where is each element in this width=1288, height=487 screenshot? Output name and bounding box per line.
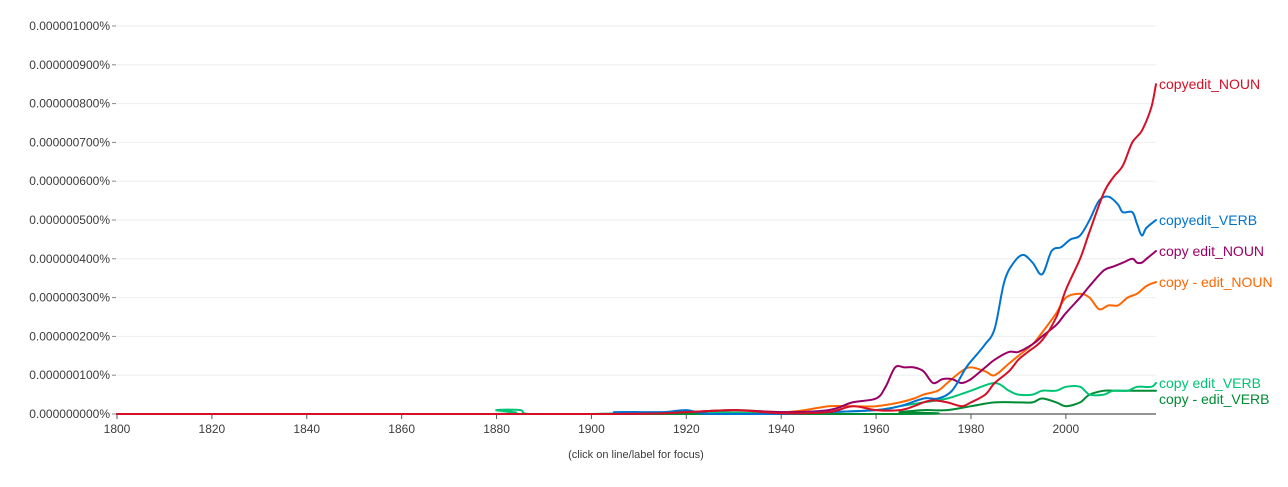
- y-axis: 0.000000000% 0.000000100% 0.000000200% 0.00…: [29, 19, 116, 421]
- y-tick-label: 0.000000100%: [29, 368, 110, 382]
- series-label-copy-edit-verb[interactable]: copy - edit_VERB: [1159, 391, 1270, 407]
- x-tick-label: 1900: [578, 422, 605, 436]
- x-tick-label: 1960: [863, 422, 890, 436]
- x-axis: 1800 1820 1840 1860 1880 1900 1920 1940 1960 1980…: [104, 413, 1156, 436]
- grid-lines: [117, 25, 1156, 376]
- y-tick-label: 0.000000000%: [29, 407, 110, 421]
- y-tick-label: 0.000000800%: [29, 97, 110, 111]
- series-line-copy-edit-verb[interactable]: [116, 389, 1157, 416]
- series-line-copy-edit-verb[interactable]: [116, 382, 1157, 416]
- x-tick-label: 1860: [388, 422, 415, 436]
- series-label-copyedit-noun[interactable]: copyedit_NOUN: [1159, 76, 1260, 92]
- series-line-copyedit-noun[interactable]: [116, 83, 1157, 416]
- y-tick-label: 0.000000700%: [29, 135, 110, 149]
- y-tick-label: 0.000000600%: [29, 174, 110, 188]
- series-label-copy-edit-verb[interactable]: copy edit_VERB: [1159, 375, 1261, 391]
- y-tick-label: 0.000000200%: [29, 329, 110, 343]
- x-tick-label: 1920: [673, 422, 700, 436]
- series-line-copy-edit-noun[interactable]: [116, 250, 1157, 416]
- y-tick-label: 0.000001000%: [29, 19, 110, 33]
- series-label-copyedit-verb[interactable]: copyedit_VERB: [1159, 212, 1257, 228]
- y-tick-label: 0.000000400%: [29, 252, 110, 266]
- series-line-copyedit-verb[interactable]: [116, 195, 1157, 416]
- y-tick-label: 0.000000900%: [29, 58, 110, 72]
- x-tick-label: 1980: [958, 422, 985, 436]
- y-tick-label: 0.000000300%: [29, 291, 110, 305]
- x-tick-label: 1840: [293, 422, 320, 436]
- series-lines[interactable]: [116, 83, 1157, 416]
- x-tick-label: 1820: [199, 422, 226, 436]
- x-tick-label: 1940: [768, 422, 795, 436]
- series-label-copy-edit-noun[interactable]: copy edit_NOUN: [1159, 243, 1264, 259]
- x-tick-label: 1800: [104, 422, 131, 436]
- x-tick-label: 1880: [483, 422, 510, 436]
- series-label-copy-edit-noun[interactable]: copy - edit_NOUN: [1159, 274, 1273, 290]
- x-tick-label: 2000: [1053, 422, 1080, 436]
- y-tick-label: 0.000000500%: [29, 213, 110, 227]
- focus-hint: (click on line/label for focus): [568, 449, 704, 461]
